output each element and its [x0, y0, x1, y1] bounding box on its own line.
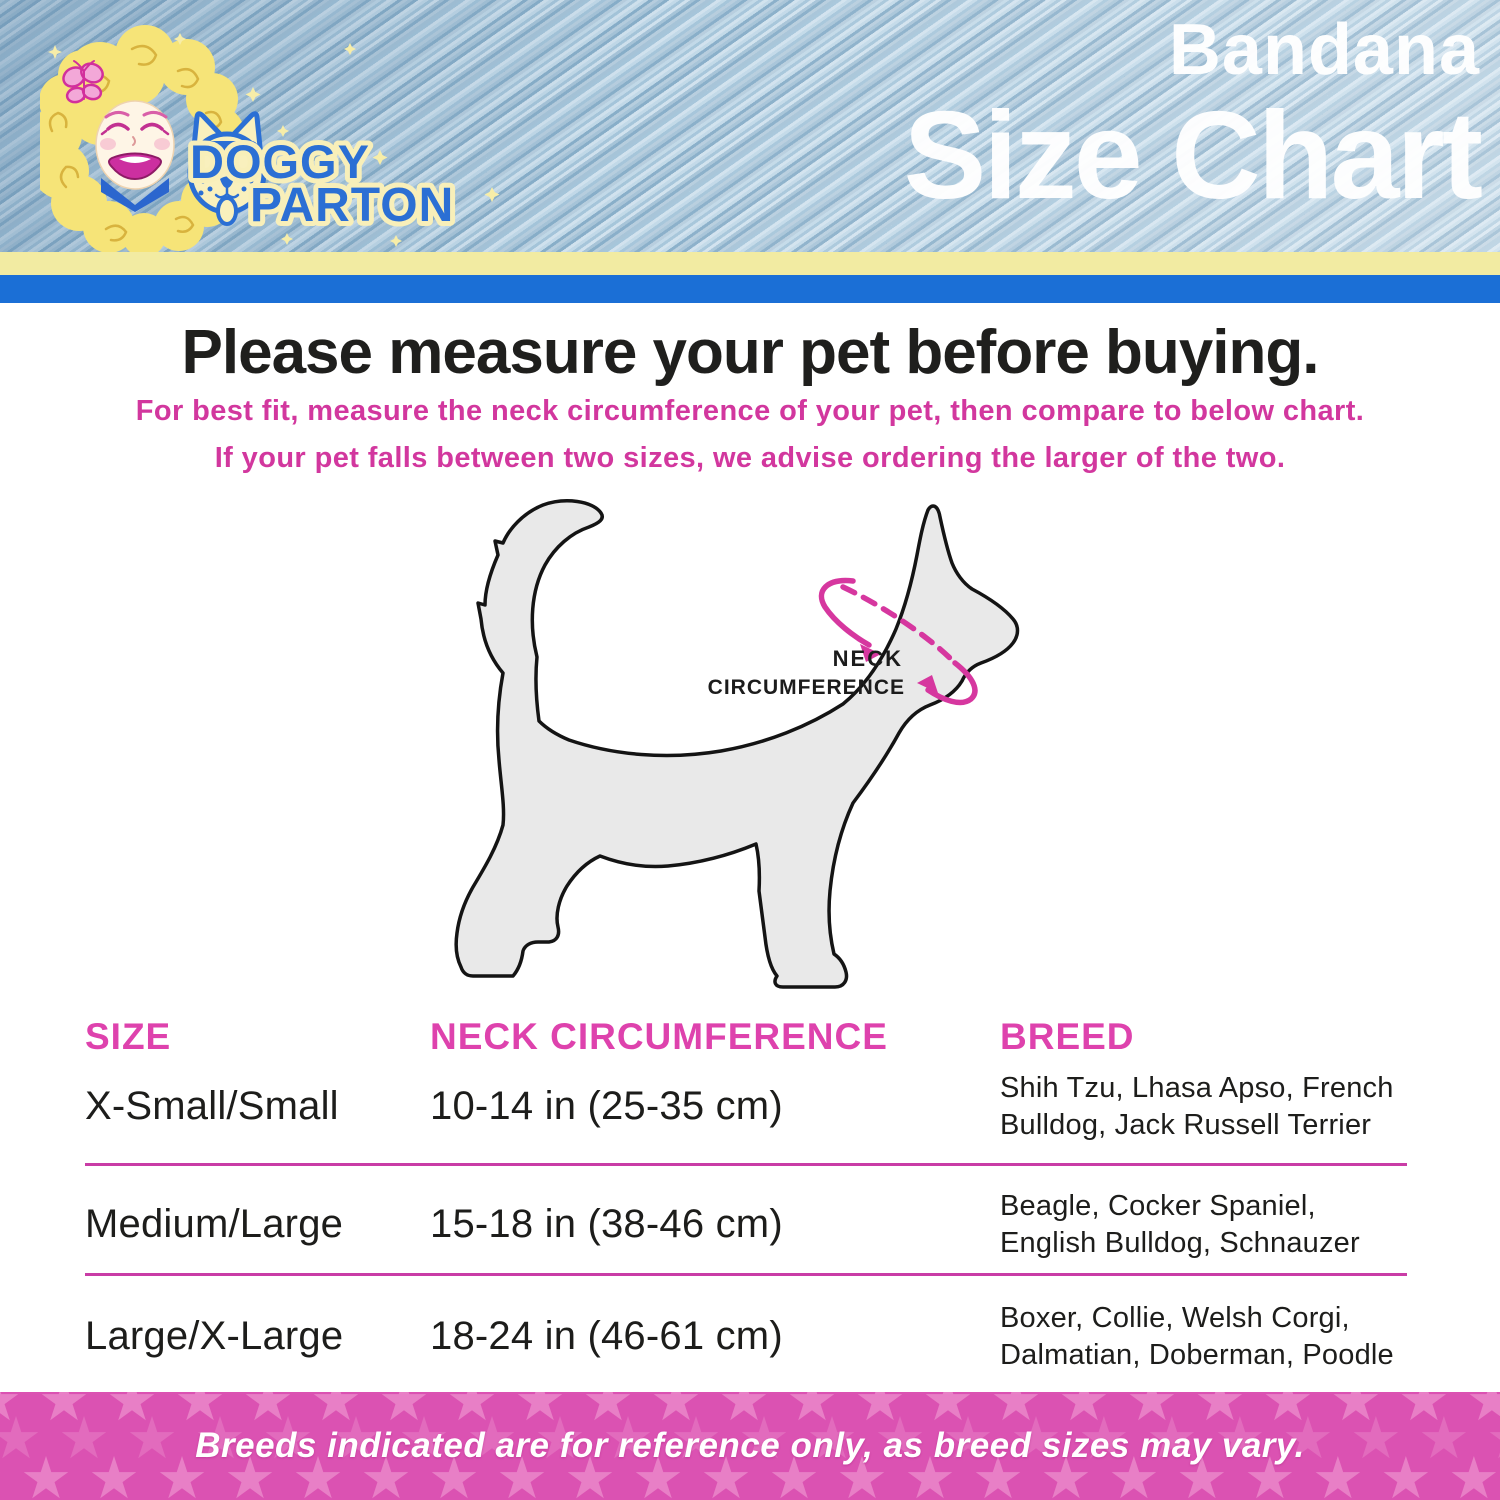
- breed-value: Boxer, Collie, Welsh Corgi, Dalmatian, D…: [1000, 1302, 1394, 1371]
- neck-measure-ellipse: [818, 577, 978, 706]
- main-content: Please measure your pet before buying. F…: [0, 303, 1500, 1392]
- yellow-stripe-divider: [0, 252, 1500, 275]
- intro-instruction-2: If your pet falls between two sizes, we …: [214, 442, 1286, 474]
- footer-note: Breeds indicated are for reference only,…: [195, 1426, 1305, 1465]
- measure-arrowheads: [860, 644, 938, 693]
- neck-label-line1: NECK: [833, 646, 903, 671]
- logo-word-doggy: DOGGY: [190, 135, 370, 188]
- dog-silhouette: [454, 499, 1020, 989]
- neck-value: 15-18 in (38-46 cm): [430, 1202, 783, 1247]
- denim-header: DOGGY PARTON Bandana Size Chart: [0, 0, 1500, 252]
- footer-banner: ★★★★★★★★★★★★★★★★★★★★★★★★ ★★★★★★★★★★★★★★★…: [0, 1392, 1500, 1500]
- butterfly-icon: [62, 60, 104, 104]
- column-header-size: SIZE: [85, 1016, 172, 1057]
- product-name-label: Bandana: [1168, 10, 1480, 90]
- page-title: Size Chart: [903, 87, 1483, 225]
- size-value: Medium/Large: [85, 1202, 344, 1247]
- breed-value: Beagle, Cocker Spaniel, English Bulldog,…: [1000, 1190, 1360, 1259]
- doggy-parton-logo: DOGGY PARTON: [40, 25, 500, 252]
- size-table: SIZE NECK CIRCUMFERENCE BREED X-Small/Sm…: [85, 1012, 1407, 1373]
- intro-instruction-1: For best fit, measure the neck circumfer…: [135, 395, 1365, 427]
- table-row: X-Small/Small 10-14 in (25-35 cm) Shih T…: [85, 1058, 1407, 1167]
- logo-word-parton: PARTON: [250, 179, 454, 232]
- neck-label-line2: CIRCUMFERENCE: [708, 676, 905, 699]
- header-title-block: Bandana Size Chart: [903, 10, 1483, 225]
- breed-value: Shih Tzu, Lhasa Apso, French Bulldog, Ja…: [1000, 1072, 1394, 1141]
- table-header-row: SIZE NECK CIRCUMFERENCE BREED: [85, 1012, 1407, 1058]
- table-row: Medium/Large 15-18 in (38-46 cm) Beagle,…: [85, 1166, 1407, 1277]
- table-row: Large/X-Large 18-24 in (46-61 cm) Boxer,…: [85, 1276, 1407, 1373]
- neck-value: 18-24 in (46-61 cm): [430, 1314, 783, 1359]
- column-header-neck: NECK CIRCUMFERENCE: [430, 1016, 888, 1057]
- sparkle-stars-icon: [48, 33, 500, 247]
- dog-measurement-diagram: NECK CIRCUMFERENCE: [454, 499, 1020, 989]
- neck-value: 10-14 in (25-35 cm): [430, 1084, 783, 1129]
- blue-stripe-divider: [0, 275, 1500, 303]
- column-header-breed: BREED: [1000, 1016, 1135, 1057]
- intro-heading: Please measure your pet before buying.: [181, 318, 1320, 387]
- dog-face-icon: [187, 111, 267, 226]
- size-value: X-Small/Small: [85, 1084, 339, 1129]
- size-value: Large/X-Large: [85, 1314, 344, 1359]
